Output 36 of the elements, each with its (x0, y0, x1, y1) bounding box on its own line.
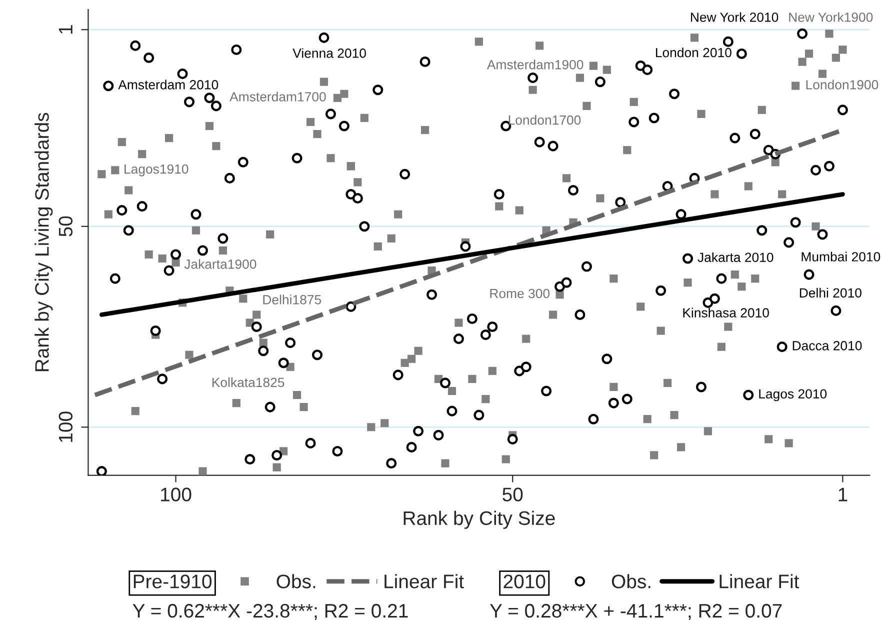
annotation: Lagos 2010 (759, 389, 827, 402)
legend-label: Obs. (276, 574, 316, 588)
annotation: Mumbai 2010 (802, 252, 880, 262)
text: Y = 0.62***X -23.8***; R2 = 0.21 (132, 604, 408, 620)
text: Pre-1910 (134, 574, 212, 588)
legend-label: Linear Fit (720, 574, 800, 588)
annotation: Delhi1875 (263, 294, 322, 304)
annotation: Amsterdam1700 (230, 92, 326, 102)
annotation: Jakarta 2010 (698, 252, 774, 262)
x-tick-label: 1 (838, 488, 848, 502)
annotation: Amsterdam 2010 (118, 80, 218, 90)
y-tick-label: 100 (58, 412, 73, 442)
text: 2010 (504, 574, 546, 588)
x-tick-label: 50 (502, 488, 523, 502)
annotation: New York1900 (789, 12, 873, 22)
x-axis-title: Rank by City Size (404, 510, 555, 529)
y-tick-label: 1 (58, 25, 72, 34)
annotation: Jakarta1900 (184, 259, 256, 269)
annotation: Dacca 2010 (792, 341, 862, 350)
text: Y = 0.28***X + -41.1***; R2 = 0.07 (490, 604, 782, 620)
x-tick-label: 100 (161, 488, 192, 502)
y-axis-title: Rank by City Living Standards (34, 112, 53, 372)
annotation: London1700 (508, 115, 581, 125)
annotation: Amsterdam1900 (486, 60, 584, 70)
annotation: Kinshasa 2010 (683, 308, 769, 318)
annotation: Rome 300 (490, 288, 550, 298)
annotation: Kolkata1825 (212, 377, 284, 388)
annotation: London 2010 (656, 48, 732, 58)
legend-label: Obs. (612, 574, 650, 588)
annotation: Vienna 2010 (292, 48, 366, 58)
y-tick-label: 50 (58, 216, 73, 236)
legend-label: Linear Fit (384, 574, 464, 588)
annotation: New York 2010 (690, 12, 778, 22)
annotation: Lagos1910 (124, 164, 188, 176)
annotation: London1900 (806, 80, 878, 90)
annotation: Delhi 2010 (800, 288, 862, 298)
